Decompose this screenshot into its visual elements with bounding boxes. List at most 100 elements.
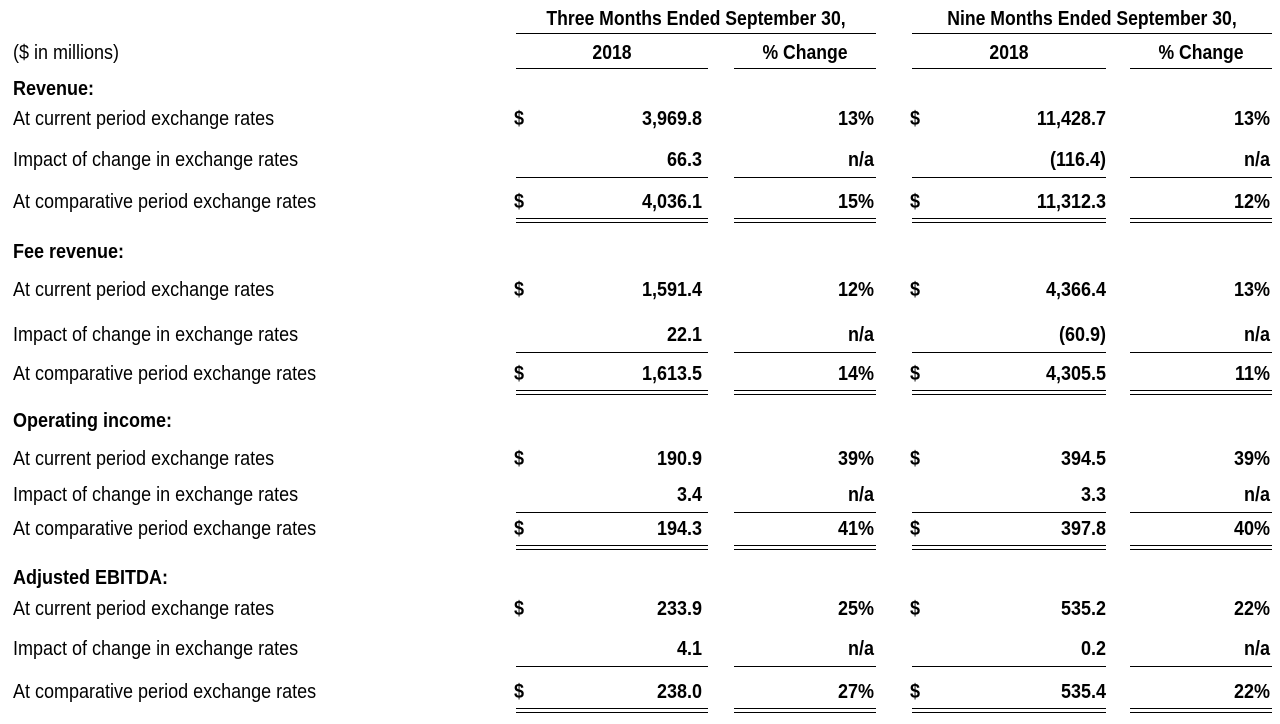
- nine-months-header-rule: [912, 33, 1272, 34]
- q3-pct-total-rule: [734, 390, 876, 395]
- row-label-current-rate-row: At current period exchange rates: [13, 108, 275, 130]
- three-months-header-rule: [516, 33, 876, 34]
- ytd-pct-subtotal-rule: [1130, 177, 1272, 178]
- q3-value: 66.3: [666, 149, 702, 171]
- q3-pct-total-rule: [734, 708, 876, 713]
- q3-value-subtotal-rule: [516, 666, 708, 667]
- q3-currency-symbol: $: [514, 518, 525, 540]
- ytd-pct-header: % Change: [1158, 42, 1244, 64]
- ytd-value-total-rule: [912, 390, 1106, 395]
- ytd-pct-change: 12%: [1233, 191, 1270, 213]
- ytd-value: 11,312.3: [1036, 191, 1106, 213]
- q3-value-total-rule: [516, 708, 708, 713]
- q3-value: 194.3: [656, 518, 702, 540]
- ytd-pct-change: 22%: [1233, 598, 1270, 620]
- q3-currency-symbol: $: [514, 681, 525, 703]
- ytd-currency-symbol: $: [910, 448, 921, 470]
- ytd-value: 394.5: [1060, 448, 1106, 470]
- ytd-pct-subtotal-rule: [1130, 352, 1272, 353]
- q3-value: 3.4: [676, 484, 702, 506]
- q3-pct-change: n/a: [847, 324, 874, 346]
- q3-pct-change: 41%: [837, 518, 874, 540]
- q3-value-total-rule: [516, 218, 708, 223]
- q3-pct-subtotal-rule: [734, 177, 876, 178]
- q3-pct-subtotal-rule: [734, 352, 876, 353]
- row-label-current-rate-row: At current period exchange rates: [13, 598, 275, 620]
- ytd-value: 0.2: [1080, 638, 1106, 660]
- q3-pct-change: 15%: [837, 191, 874, 213]
- row-label-impact-row: Impact of change in exchange rates: [13, 484, 299, 506]
- q3-value: 233.9: [656, 598, 702, 620]
- q3-pct-total-rule: [734, 545, 876, 550]
- q3-value: 22.1: [666, 324, 702, 346]
- nine-months-header: Nine Months Ended September 30,: [947, 8, 1237, 30]
- q3-currency-symbol: $: [514, 598, 525, 620]
- ytd-value: 397.8: [1060, 518, 1106, 540]
- q3-value-subtotal-rule: [516, 512, 708, 513]
- q3-pct-change: n/a: [847, 638, 874, 660]
- row-label-comparative-rate-row: At comparative period exchange rates: [13, 363, 317, 385]
- ytd-pct-change: 13%: [1233, 279, 1270, 301]
- ytd-value: (60.9): [1058, 324, 1106, 346]
- ytd-value: 4,305.5: [1045, 363, 1106, 385]
- ytd-currency-symbol: $: [910, 518, 921, 540]
- ytd-pct-total-rule: [1130, 545, 1272, 550]
- q3-currency-symbol: $: [514, 191, 525, 213]
- section-title: Revenue:: [13, 78, 95, 100]
- ytd-currency-symbol: $: [910, 108, 921, 130]
- ytd-value: 3.3: [1080, 484, 1106, 506]
- ytd-value: (116.4): [1049, 149, 1106, 171]
- section-title: Operating income:: [13, 410, 173, 432]
- row-label-comparative-rate-row: At comparative period exchange rates: [13, 681, 317, 703]
- ytd-value: 4,366.4: [1045, 279, 1106, 301]
- ytd-pct-total-rule: [1130, 390, 1272, 395]
- ytd-value-subtotal-rule: [912, 512, 1106, 513]
- q3-pct-subtotal-rule: [734, 512, 876, 513]
- q3-value-subtotal-rule: [516, 177, 708, 178]
- q3-currency-symbol: $: [514, 448, 525, 470]
- ytd-pct-change: 22%: [1233, 681, 1270, 703]
- q3-value-total-rule: [516, 545, 708, 550]
- q3-pct-change: 14%: [837, 363, 874, 385]
- q3-value: 4.1: [676, 638, 702, 660]
- q3-pct-change: 12%: [837, 279, 874, 301]
- q3-currency-symbol: $: [514, 279, 525, 301]
- q3-pct-change: 25%: [837, 598, 874, 620]
- row-label-impact-row: Impact of change in exchange rates: [13, 638, 299, 660]
- q3-value: 1,591.4: [641, 279, 702, 301]
- q3-pct-header: % Change: [762, 42, 848, 64]
- ytd-currency-symbol: $: [910, 191, 921, 213]
- q3-value-total-rule: [516, 390, 708, 395]
- ytd-pct-change: n/a: [1243, 324, 1270, 346]
- ytd-value-subtotal-rule: [912, 352, 1106, 353]
- q3-value: 190.9: [656, 448, 702, 470]
- q3-value: 1,613.5: [641, 363, 702, 385]
- ytd-pct-subtotal-rule: [1130, 512, 1272, 513]
- q3-pct-total-rule: [734, 218, 876, 223]
- ytd-pct-change: n/a: [1243, 149, 1270, 171]
- ytd-value-total-rule: [912, 708, 1106, 713]
- ytd-currency-symbol: $: [910, 279, 921, 301]
- ytd-pct-rule: [1130, 68, 1272, 69]
- ytd-pct-subtotal-rule: [1130, 666, 1272, 667]
- q3-value: 4,036.1: [641, 191, 702, 213]
- ytd-value-total-rule: [912, 545, 1106, 550]
- ytd-pct-change: 11%: [1234, 363, 1270, 385]
- ytd-pct-change: 39%: [1233, 448, 1270, 470]
- q3-year-rule: [516, 68, 708, 69]
- row-label-current-rate-row: At current period exchange rates: [13, 279, 275, 301]
- row-label-impact-row: Impact of change in exchange rates: [13, 149, 299, 171]
- ytd-year-header: 2018: [989, 42, 1029, 64]
- ytd-value: 535.4: [1060, 681, 1106, 703]
- q3-value-subtotal-rule: [516, 352, 708, 353]
- row-label-comparative-rate-row: At comparative period exchange rates: [13, 518, 317, 540]
- ytd-pct-total-rule: [1130, 218, 1272, 223]
- q3-pct-change: 27%: [837, 681, 874, 703]
- section-title: Fee revenue:: [13, 241, 125, 263]
- q3-pct-change: 39%: [837, 448, 874, 470]
- ytd-currency-symbol: $: [910, 363, 921, 385]
- units-label: ($ in millions): [13, 42, 120, 64]
- ytd-pct-total-rule: [1130, 708, 1272, 713]
- ytd-pct-change: 13%: [1233, 108, 1270, 130]
- q3-pct-rule: [734, 68, 876, 69]
